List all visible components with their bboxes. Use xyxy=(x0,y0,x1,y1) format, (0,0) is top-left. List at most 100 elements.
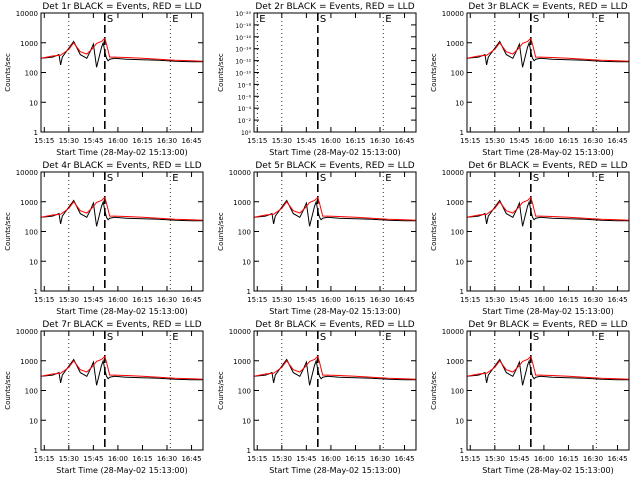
y-tick-label: 10 xyxy=(29,417,38,425)
detector-panel-3: Det 3r BLACK = Events, RED = LLD Counts/s… xyxy=(430,2,630,157)
y-tick-label: 100 xyxy=(238,388,251,396)
y-tick-label: 1 xyxy=(247,447,251,455)
x-tick-label: 16:45 xyxy=(394,137,414,145)
x-tick-label: 16:15 xyxy=(558,455,578,463)
detector-panel-7: Det 7r BLACK = Events, RED = LLD Counts/s… xyxy=(4,320,204,475)
x-tick-label: 15:30 xyxy=(485,296,505,304)
panel-title: Det 6r BLACK = Events, RED = LLD xyxy=(468,161,627,171)
x-tick-label: 15:15 xyxy=(247,296,267,304)
x-tick-label: 16:45 xyxy=(181,296,201,304)
x-axis-label: Start Time (28-May-02 15:13:00) xyxy=(269,148,400,157)
lld-rate-line xyxy=(466,37,630,62)
plot-frame xyxy=(40,12,204,133)
events-rate-line xyxy=(40,358,203,386)
x-tick-label: 16:30 xyxy=(370,137,390,145)
x-tick-label: 15:15 xyxy=(34,455,54,463)
y-tick-label: 10⁻⁴ xyxy=(238,106,252,113)
y-axis-label: Counts/sec xyxy=(430,371,438,410)
plot-frame xyxy=(466,171,630,292)
y-tick-label: 1 xyxy=(34,447,38,455)
y-tick-label: 100 xyxy=(451,388,464,396)
y-tick-label: 1000 xyxy=(446,358,464,366)
y-tick-label: 1 xyxy=(460,129,464,137)
lld-rate-line xyxy=(466,355,630,380)
y-tick-label: 10000 xyxy=(442,10,464,18)
marker-label: E xyxy=(598,332,604,343)
y-axis-label: Counts/sec xyxy=(430,53,438,92)
x-tick-label: 16:45 xyxy=(607,296,627,304)
x-tick-label: 15:15 xyxy=(34,137,54,145)
x-tick-label: 16:00 xyxy=(108,455,128,463)
x-tick-label: 16:30 xyxy=(370,296,390,304)
x-tick-label: 16:30 xyxy=(157,137,177,145)
x-tick-label: 15:15 xyxy=(247,137,267,145)
y-tick-label: 10000 xyxy=(442,169,464,177)
x-tick-label: 15:45 xyxy=(83,455,103,463)
x-axis-label: Start Time (28-May-02 15:13:00) xyxy=(269,466,400,475)
x-tick-label: 15:30 xyxy=(485,137,505,145)
y-tick-label: 10⁻⁶ xyxy=(238,94,252,101)
x-axis-label: Start Time (28-May-02 15:13:00) xyxy=(482,307,613,316)
x-axis-label: Start Time (28-May-02 15:13:00) xyxy=(56,148,187,157)
y-tick-label: 10⁻¹⁴ xyxy=(235,47,251,54)
y-tick-label: 10000 xyxy=(16,169,38,177)
y-tick-label: 100 xyxy=(238,229,251,237)
x-axis-label: Start Time (28-May-02 15:13:00) xyxy=(56,307,187,316)
x-tick-label: 16:15 xyxy=(345,455,365,463)
x-tick-label: 16:00 xyxy=(321,137,341,145)
plot-frame xyxy=(466,330,630,451)
plot-frame xyxy=(40,171,204,292)
y-tick-label: 10 xyxy=(455,258,464,266)
x-tick-label: 16:30 xyxy=(370,455,390,463)
y-tick-label: 10000 xyxy=(16,10,38,18)
y-axis-label: Counts/sec xyxy=(4,53,12,92)
marker-label: E xyxy=(259,14,265,25)
panel-title: Det 5r BLACK = Events, RED = LLD xyxy=(255,161,414,171)
y-tick-label: 10 xyxy=(29,99,38,107)
marker-label: S xyxy=(320,14,326,25)
x-tick-label: 15:30 xyxy=(59,455,79,463)
lld-rate-line xyxy=(253,196,417,221)
y-tick-label: 10⁻¹⁶ xyxy=(235,35,251,42)
x-tick-label: 16:30 xyxy=(583,296,603,304)
x-tick-label: 16:15 xyxy=(345,296,365,304)
x-tick-label: 15:30 xyxy=(485,455,505,463)
x-tick-label: 16:30 xyxy=(157,455,177,463)
events-rate-line xyxy=(466,358,629,386)
x-tick-label: 16:45 xyxy=(607,455,627,463)
x-tick-label: 16:00 xyxy=(108,296,128,304)
x-tick-label: 15:30 xyxy=(59,296,79,304)
events-rate-line xyxy=(253,358,416,386)
panel-title: Det 1r BLACK = Events, RED = LLD xyxy=(42,2,201,12)
x-tick-label: 15:45 xyxy=(296,296,316,304)
marker-label: E xyxy=(598,173,604,184)
y-tick-label: 10 xyxy=(242,417,251,425)
events-rate-line xyxy=(466,199,629,227)
x-tick-label: 16:15 xyxy=(558,137,578,145)
x-tick-label: 15:45 xyxy=(83,296,103,304)
x-tick-label: 16:15 xyxy=(345,137,365,145)
y-axis-label: Counts/sec xyxy=(4,212,12,251)
marker-label: E xyxy=(385,332,391,343)
events-rate-line xyxy=(466,40,629,68)
marker-label: E xyxy=(172,173,178,184)
detector-panel-1: Det 1r BLACK = Events, RED = LLD Counts/s… xyxy=(4,2,204,157)
y-tick-label: 10 xyxy=(242,258,251,266)
lld-rate-line xyxy=(40,37,204,62)
y-tick-label: 1000 xyxy=(446,40,464,48)
marker-label: S xyxy=(320,332,326,343)
marker-label: S xyxy=(533,332,539,343)
y-tick-label: 10000 xyxy=(229,169,251,177)
x-tick-label: 16:00 xyxy=(534,455,554,463)
x-axis-label: Start Time (28-May-02 15:13:00) xyxy=(482,148,613,157)
x-tick-label: 15:15 xyxy=(460,137,480,145)
detector-panel-2: Det 2r BLACK = Events, RED = LLD Counts/s… xyxy=(217,2,417,157)
lld-rate-line xyxy=(466,196,630,221)
x-tick-label: 16:30 xyxy=(157,296,177,304)
x-tick-label: 15:45 xyxy=(509,296,529,304)
y-tick-label: 10⁻⁸ xyxy=(238,82,252,89)
lld-rate-line xyxy=(253,355,417,380)
x-tick-label: 15:45 xyxy=(296,455,316,463)
y-tick-label: 10 xyxy=(29,258,38,266)
marker-label: S xyxy=(533,14,539,25)
